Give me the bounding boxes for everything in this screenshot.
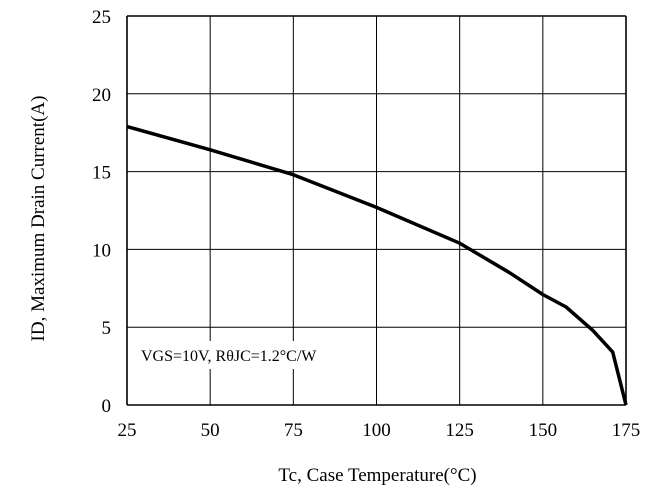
y-tick-label: 15 [92,163,111,184]
series-line [126,124,628,406]
x-tick-label: 50 [201,420,220,441]
annotation-box [134,341,374,369]
x-axis-label: Tc, Case Temperature(°C) [278,465,476,486]
x-tick-label: 150 [529,420,558,441]
tick-labels: 25 50 75 100 125 150 175 0 5 10 15 20 25 [92,7,640,441]
y-tick-label: 25 [92,7,111,28]
grid [126,15,627,406]
x-tick-label: 175 [612,420,641,441]
x-tick-label: 125 [445,420,474,441]
y-tick-label: 0 [102,396,112,417]
annotation-text: VGS=10V, RθJC=1.2°C/W [141,348,317,365]
y-tick-label: 5 [102,318,112,339]
y-tick-label: 20 [92,85,111,106]
y-tick-label: 10 [92,240,111,261]
x-tick-label: 75 [284,420,303,441]
y-axis-label: ID, Maximum Drain Current(A) [28,96,49,342]
x-tick-label: 100 [362,420,391,441]
x-tick-label: 25 [118,420,137,441]
